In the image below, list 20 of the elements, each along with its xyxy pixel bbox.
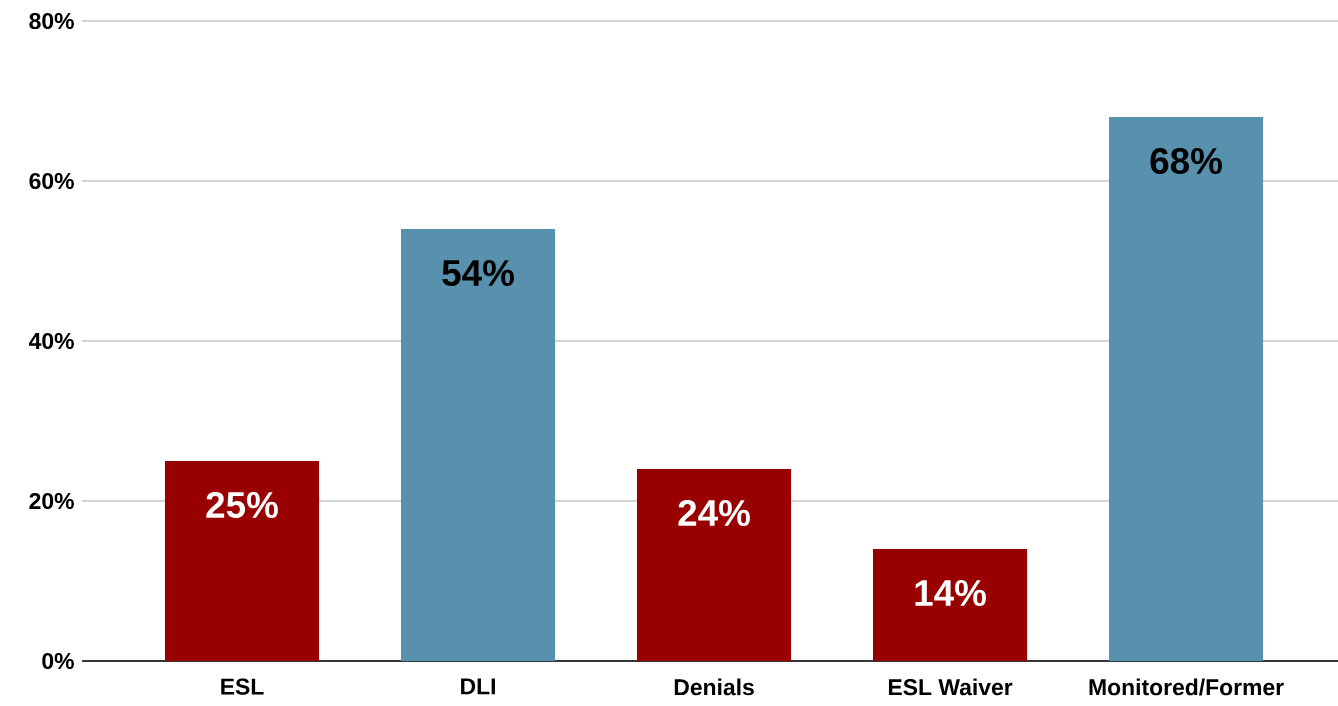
x-tick-label: Denials — [674, 678, 754, 696]
y-tick-label: 0% — [42, 652, 74, 670]
x-tick-label: ESL — [221, 678, 264, 695]
data-label: 68% — [1150, 147, 1222, 175]
data-label: 14% — [915, 580, 986, 606]
data-label: 24% — [678, 499, 750, 527]
data-label: 25% — [206, 491, 278, 519]
y-tick-label: 80% — [29, 12, 74, 30]
bar — [1109, 117, 1264, 661]
bar — [872, 549, 1028, 661]
x-tick-label: Monitored/Former — [1089, 678, 1284, 696]
y-tick-label: 40% — [28, 332, 74, 350]
x-tick-label: DLI — [461, 678, 495, 695]
bar — [636, 469, 792, 661]
data-label: 54% — [442, 260, 514, 286]
y-tick-label: 60% — [29, 172, 74, 190]
x-tick-label: ESL Waiver — [888, 678, 1013, 696]
y-tick-label: 20% — [29, 492, 74, 510]
bar — [164, 461, 320, 661]
bar — [400, 229, 556, 661]
